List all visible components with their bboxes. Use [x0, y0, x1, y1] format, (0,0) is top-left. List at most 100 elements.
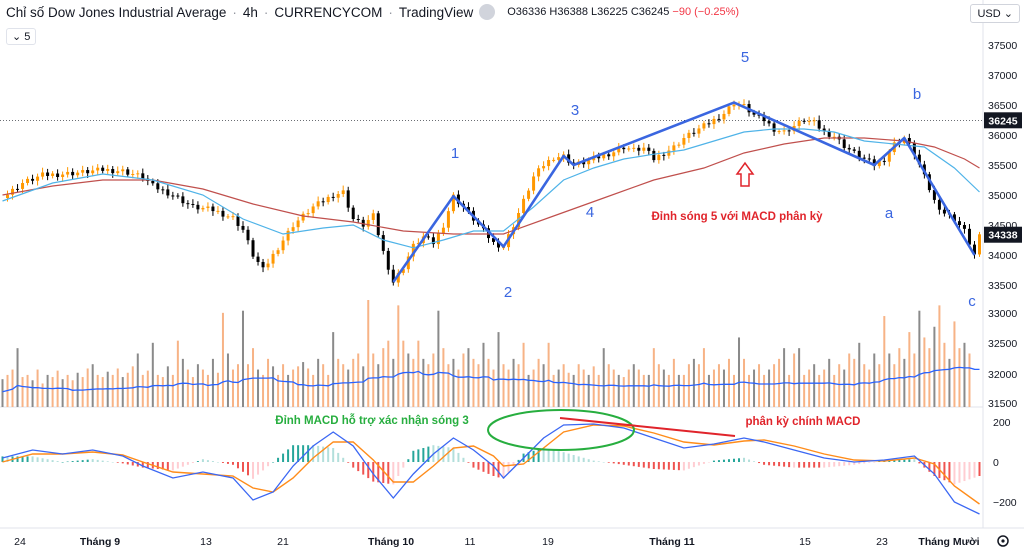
macd-histogram-bar — [1, 456, 4, 462]
interval-label[interactable]: 4h — [242, 4, 258, 20]
macd-histogram-bar — [181, 462, 184, 467]
interval-control[interactable]: ⌄ 5 — [6, 28, 37, 45]
candle-body — [126, 169, 130, 175]
volume-bar — [652, 348, 655, 407]
volume-bar — [367, 300, 370, 407]
macd-histogram-bar — [71, 461, 74, 462]
candle-body — [121, 169, 125, 172]
macd-histogram-bar — [327, 447, 330, 462]
volume-bar — [743, 358, 746, 407]
macd-histogram-bar — [56, 461, 59, 462]
candle-body — [852, 149, 856, 151]
macd-histogram-bar — [492, 462, 495, 476]
macd-histogram-bar — [277, 457, 280, 462]
volume-bar — [768, 369, 771, 407]
volume-bar — [216, 372, 219, 407]
macd-tick-label: −200 — [993, 497, 1017, 509]
macd-histogram-bar — [196, 461, 199, 462]
macd-histogram-bar — [332, 448, 335, 462]
volume-bar — [567, 372, 570, 407]
candle-body — [527, 190, 531, 199]
volume-tick-label: 32500 — [988, 338, 1017, 350]
eye-icon[interactable] — [479, 4, 496, 20]
macd-histogram-bar — [542, 448, 545, 462]
candle-body — [907, 138, 911, 144]
macd-histogram-bar — [552, 450, 555, 462]
macd-histogram-bar — [236, 462, 239, 469]
volume-bar — [717, 364, 720, 407]
macd-histogram-bar — [562, 452, 565, 462]
candle-body — [647, 147, 651, 151]
macd-histogram-bar — [833, 462, 836, 467]
volume-bar — [221, 312, 224, 407]
macd-histogram-bar — [267, 462, 270, 467]
candle-body — [416, 243, 420, 245]
macd-histogram-bar — [407, 459, 410, 462]
macd-histogram-bar — [16, 456, 19, 462]
macd-histogram-bar — [642, 462, 645, 468]
volume-bar — [161, 377, 164, 407]
macd-histogram-bar — [502, 462, 505, 479]
macd-histogram-bar — [6, 456, 9, 462]
macd-histogram-bar — [893, 460, 896, 462]
macd-histogram-bar — [617, 462, 620, 465]
volume-bar — [66, 374, 69, 407]
volume-bar — [71, 380, 74, 407]
candle-body — [687, 132, 691, 138]
volume-bar — [422, 358, 425, 407]
candle-body — [351, 207, 355, 219]
price-tick-label: 35500 — [988, 160, 1017, 172]
macd-histogram-bar — [101, 460, 104, 462]
volume-bar — [247, 364, 250, 407]
symbol-title[interactable]: Chỉ số Dow Jones Industrial Average — [6, 4, 227, 20]
macd-histogram-bar — [96, 459, 99, 462]
volume-bar — [858, 342, 861, 407]
volume-bar — [642, 374, 645, 407]
high-value: H36388 — [549, 6, 588, 18]
macd-histogram-bar — [437, 445, 440, 462]
candle-body — [386, 250, 390, 270]
volume-bar — [928, 348, 931, 407]
macd-tick-label: 0 — [993, 457, 999, 469]
gear-icon[interactable] — [997, 535, 1009, 547]
volume-bar — [417, 340, 420, 407]
currency-selector[interactable]: USD ⌄ — [970, 4, 1020, 23]
macd-histogram-bar — [482, 462, 485, 472]
candle-body — [917, 154, 921, 165]
candle-body — [91, 170, 95, 174]
volume-bar — [722, 369, 725, 407]
volume-bar — [312, 374, 315, 407]
candle-body — [717, 118, 721, 120]
volume-bar — [582, 369, 585, 407]
candle-body — [522, 198, 526, 213]
volume-bar — [297, 366, 300, 407]
volume-bar — [307, 368, 310, 407]
candle-body — [141, 173, 145, 179]
macd-histogram-bar — [487, 462, 490, 474]
candle-body — [56, 173, 60, 177]
macd-peak-annotation: Đỉnh MACD hỗ trợ xác nhận sóng 3 — [275, 414, 468, 427]
volume-bar — [913, 353, 916, 407]
volume-bar — [362, 366, 365, 407]
candle-body — [131, 174, 135, 175]
time-tick-label: Tháng 10 — [368, 536, 414, 548]
time-tick-label: 13 — [200, 536, 212, 548]
volume-bar — [813, 364, 816, 407]
volume-bar — [823, 369, 826, 407]
candle-body — [667, 150, 671, 156]
macd-histogram-bar — [262, 462, 265, 471]
candle-body — [542, 166, 546, 169]
volume-bar — [692, 358, 695, 407]
volume-bar — [477, 364, 480, 407]
macd-histogram-bar — [697, 462, 700, 466]
macd-histogram-bar — [216, 462, 219, 463]
macd-histogram-bar — [687, 462, 690, 469]
chart-header: Chỉ số Dow Jones Industrial Average · 4h… — [6, 4, 740, 20]
volume-bar — [727, 358, 730, 407]
candle-body — [672, 145, 676, 151]
macd-histogram-bar — [31, 456, 34, 462]
volume-bar — [527, 374, 530, 407]
macd-histogram-bar — [527, 452, 530, 462]
